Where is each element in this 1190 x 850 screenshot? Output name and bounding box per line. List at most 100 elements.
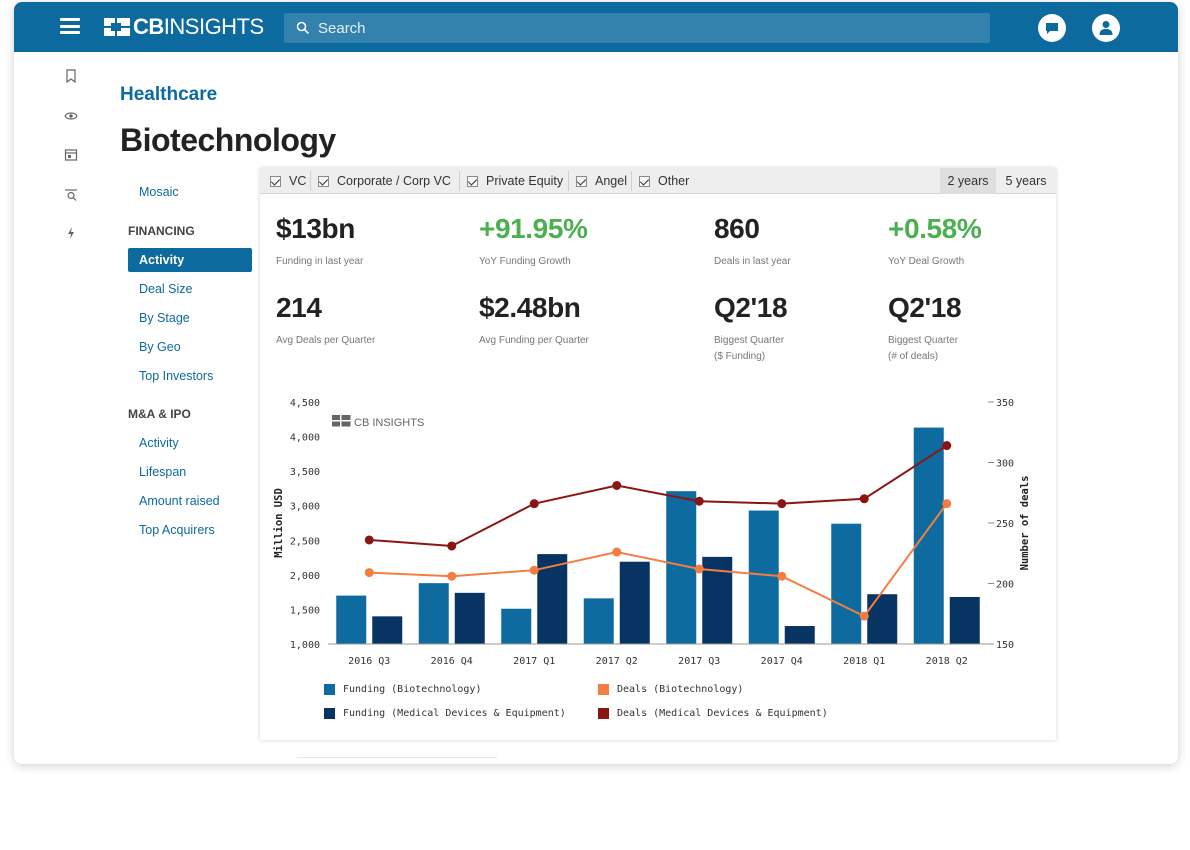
point-deals-meddev [447, 541, 457, 551]
bar-funding-biotech [583, 598, 614, 644]
calendar-icon[interactable] [64, 148, 78, 162]
lightning-icon[interactable] [64, 226, 78, 240]
checkbox-icon [467, 175, 478, 187]
checkbox-icon [639, 175, 650, 187]
top-navbar: CBINSIGHTS [14, 2, 1178, 52]
point-deals-biotech [942, 499, 952, 509]
app-window: CBINSIGHTS [14, 2, 1178, 764]
point-deals-biotech [447, 571, 457, 581]
legend-swatch [324, 708, 335, 719]
nav-top-acquirers[interactable]: Top Acquirers [139, 523, 215, 537]
y-tick-label: 3,000 [290, 502, 320, 513]
checkbox-icon [576, 175, 587, 187]
nav-by-geo[interactable]: By Geo [139, 340, 181, 354]
stat-label: YoY Deal Growth [888, 256, 965, 267]
y-tick-label: 4,500 [290, 398, 320, 409]
legend-swatch [324, 684, 335, 695]
nav-financing-activity[interactable]: Activity [128, 248, 252, 272]
search-bar[interactable] [284, 13, 990, 43]
stat-sublabel: ($ Funding) [714, 351, 766, 362]
stat-value: Q2'18 [714, 292, 788, 323]
nav-mna-activity[interactable]: Activity [139, 436, 179, 450]
legend-deals-meddev[interactable]: Deals (Medical Devices & Equipment) [598, 708, 828, 719]
financing-panel: VC Corporate / Corp VC Private Equity An… [260, 168, 1056, 740]
nav-by-stage[interactable]: By Stage [139, 311, 190, 325]
y2-tick-label: 150 [996, 640, 1014, 651]
y2-axis-title: Number of deals [1019, 476, 1031, 571]
point-deals-meddev [777, 499, 787, 509]
icon-rail [14, 52, 78, 764]
search-icon [296, 21, 310, 35]
funding-deals-chart: CB INSIGHTS 1,000 1,500 2,000 2,500 3,000 3,50… [273, 398, 1031, 667]
stat-value: $13bn [276, 213, 355, 244]
y-tick-label: 3,500 [290, 467, 320, 478]
stat-label: Funding in last year [276, 256, 364, 267]
bar-funding-meddev [867, 594, 898, 644]
bar-funding-meddev [454, 592, 485, 644]
y2-tick-label: 350 [996, 398, 1014, 409]
point-deals-meddev [529, 499, 539, 509]
stat-label: Biggest Quarter [714, 335, 785, 346]
nav-lifespan[interactable]: Lifespan [139, 465, 187, 479]
search-input[interactable] [318, 19, 918, 37]
chart-watermark: CB INSIGHTS [332, 415, 424, 429]
mna-header: M&A & IPO [128, 407, 191, 421]
filter-other[interactable]: Other [639, 168, 689, 194]
x-tick-label: 2017 Q2 [596, 656, 638, 667]
point-deals-biotech [777, 571, 787, 581]
point-deals-biotech [529, 565, 539, 575]
legend-funding-meddev[interactable]: Funding (Medical Devices & Equipment) [324, 708, 566, 719]
filter-angel[interactable]: Angel [576, 168, 627, 194]
bar-funding-biotech [501, 608, 532, 644]
range-5-years[interactable]: 5 years [1005, 174, 1047, 188]
point-deals-biotech [364, 568, 374, 578]
watermark-text: CB INSIGHTS [354, 417, 424, 429]
y2-tick-label: 200 [996, 580, 1014, 591]
y-axis-title: Million USD [273, 488, 285, 558]
bar-funding-meddev [619, 561, 650, 644]
filter-corporate-vc[interactable]: Corporate / Corp VC [318, 168, 451, 194]
checkbox-icon [318, 175, 329, 187]
nav-top-investors[interactable]: Top Investors [139, 369, 214, 383]
point-deals-meddev [942, 441, 952, 451]
filter-vc[interactable]: VC [270, 168, 306, 194]
y-tick-label: 4,000 [290, 433, 320, 444]
search-list-icon[interactable] [64, 188, 78, 202]
watch-icon[interactable] [64, 109, 78, 123]
legend-swatch [598, 708, 609, 719]
bookmark-icon[interactable] [64, 69, 78, 83]
legend-deals-biotech[interactable]: Deals (Biotechnology) [598, 684, 743, 695]
range-2-years[interactable]: 2 years [940, 168, 996, 194]
stat-value: +0.58% [888, 213, 982, 244]
stat-label: YoY Funding Growth [479, 256, 571, 267]
profile-button[interactable] [1092, 14, 1120, 42]
checkbox-icon [270, 175, 281, 187]
chat-button[interactable] [1038, 14, 1066, 42]
legend-funding-biotech[interactable]: Funding (Biotechnology) [324, 684, 481, 695]
breadcrumb[interactable]: Healthcare [120, 84, 218, 105]
menu-icon[interactable] [60, 18, 80, 34]
y-tick-label: 1,500 [290, 605, 320, 616]
point-deals-biotech [612, 547, 622, 557]
stat-value: $2.48bn [479, 292, 581, 323]
filter-private-equity[interactable]: Private Equity [467, 168, 563, 194]
point-deals-meddev [364, 535, 374, 545]
y2-tick-label: 300 [996, 459, 1014, 470]
brand-name: CBINSIGHTS [133, 14, 264, 39]
financing-header: FINANCING [128, 224, 195, 238]
nav-amount-raised[interactable]: Amount raised [139, 494, 220, 508]
nav-deal-size[interactable]: Deal Size [139, 282, 193, 296]
chat-icon [1046, 23, 1058, 34]
cb-insights-logo[interactable]: CBINSIGHTS [104, 14, 264, 40]
legend-swatch [598, 684, 609, 695]
logo-mark-icon [104, 18, 130, 36]
bar-funding-meddev [949, 596, 980, 644]
stat-value: +91.95% [479, 213, 588, 244]
y-tick-label: 1,000 [290, 640, 320, 651]
user-icon [1099, 21, 1113, 35]
page-title: Biotechnology [120, 122, 336, 158]
investor-filter-bar: VC Corporate / Corp VC Private Equity An… [260, 168, 1056, 194]
point-deals-biotech [859, 611, 869, 621]
x-tick-label: 2018 Q1 [843, 656, 885, 667]
nav-mosaic[interactable]: Mosaic [139, 185, 179, 199]
